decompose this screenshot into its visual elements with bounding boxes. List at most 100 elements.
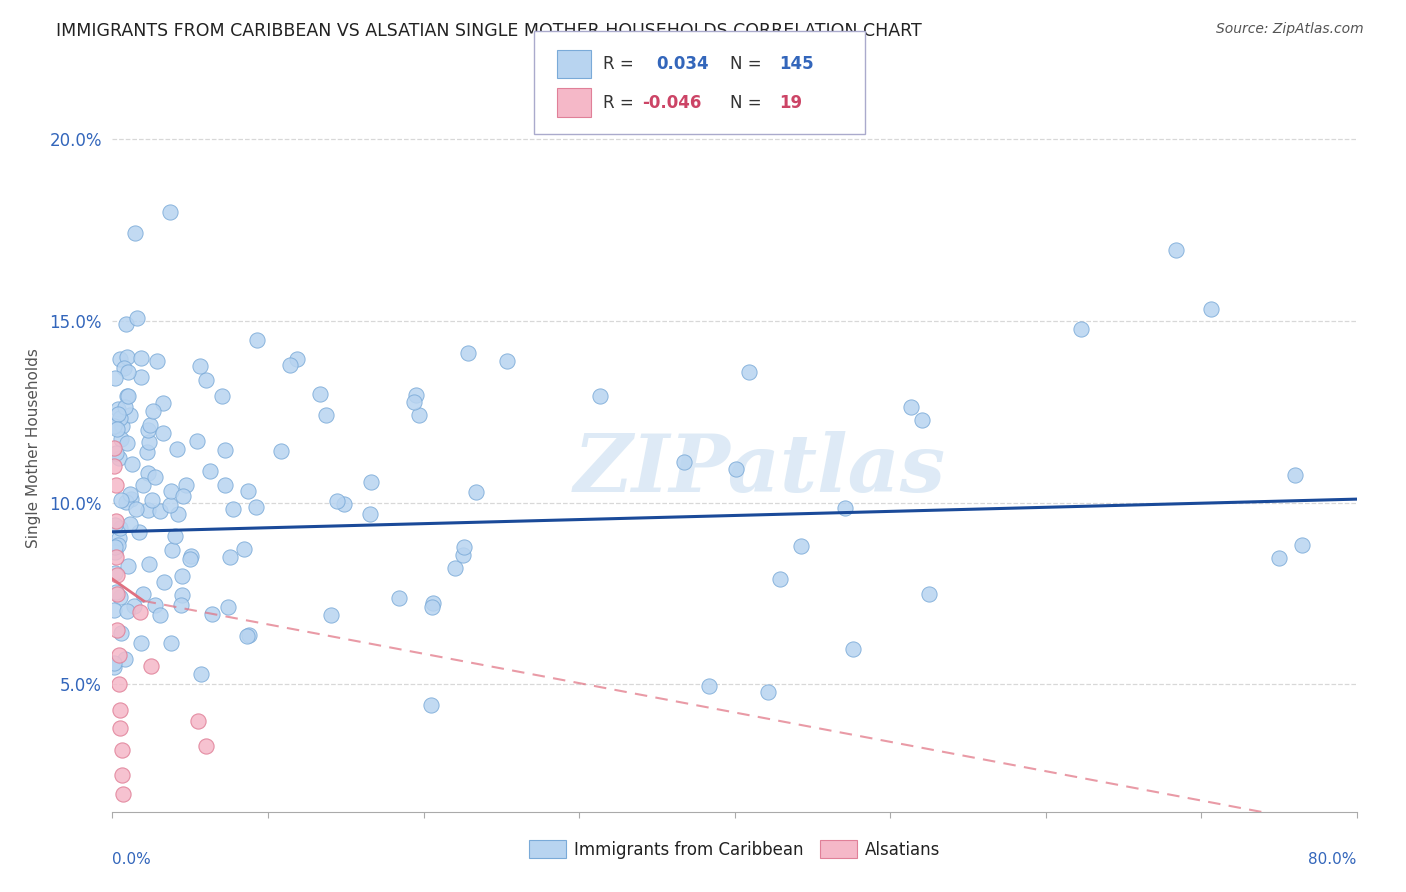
- Point: [388, 591, 411, 606]
- Point: [911, 412, 934, 426]
- Point: [117, 389, 139, 403]
- Point: [673, 455, 696, 469]
- Point: [110, 410, 132, 425]
- Point: [152, 396, 174, 410]
- Point: [112, 787, 135, 801]
- Point: [103, 419, 125, 434]
- Point: [138, 557, 160, 571]
- Point: [118, 516, 141, 531]
- Point: [104, 541, 127, 555]
- Point: [107, 402, 129, 417]
- Point: [725, 462, 748, 476]
- Point: [111, 768, 134, 782]
- Point: [104, 371, 127, 385]
- Point: [236, 629, 259, 643]
- Point: [159, 636, 181, 650]
- Point: [172, 489, 194, 503]
- Point: [127, 310, 149, 325]
- Point: [422, 600, 444, 615]
- Point: [111, 743, 134, 757]
- Point: [422, 596, 444, 610]
- Point: [217, 599, 239, 614]
- Point: [143, 470, 166, 484]
- Point: [105, 585, 128, 599]
- Point: [115, 435, 138, 450]
- Point: [285, 352, 308, 367]
- Point: [107, 407, 129, 421]
- Point: [218, 550, 240, 565]
- Point: [280, 358, 302, 372]
- Text: Source: ZipAtlas.com: Source: ZipAtlas.com: [1216, 22, 1364, 37]
- Point: [179, 552, 201, 566]
- Point: [103, 603, 125, 617]
- Point: [152, 574, 174, 589]
- Point: [222, 502, 245, 516]
- Text: N =: N =: [730, 55, 761, 73]
- Point: [120, 491, 142, 506]
- Point: [128, 525, 150, 540]
- Point: [790, 540, 813, 554]
- Point: [136, 423, 159, 437]
- Point: [152, 425, 174, 440]
- Point: [120, 408, 142, 422]
- Point: [457, 346, 479, 360]
- Legend: Immigrants from Caribbean, Alsatians: Immigrants from Caribbean, Alsatians: [522, 833, 948, 865]
- Point: [107, 677, 129, 691]
- Point: [200, 464, 222, 478]
- Point: [214, 477, 236, 491]
- Point: [465, 485, 488, 500]
- Point: [918, 587, 941, 601]
- Point: [842, 641, 865, 656]
- Point: [121, 457, 143, 471]
- Point: [114, 401, 136, 415]
- Point: [124, 226, 146, 240]
- Point: [117, 558, 139, 573]
- Point: [420, 698, 443, 712]
- Point: [132, 587, 155, 601]
- Point: [129, 636, 152, 650]
- Point: [697, 679, 720, 693]
- Point: [104, 550, 127, 565]
- Point: [139, 418, 162, 433]
- Point: [232, 541, 254, 556]
- Point: [105, 422, 128, 436]
- Point: [129, 605, 152, 619]
- Point: [141, 492, 163, 507]
- Point: [1291, 538, 1313, 552]
- Point: [118, 487, 141, 501]
- Point: [110, 591, 132, 605]
- Point: [176, 478, 198, 492]
- Point: [132, 478, 155, 492]
- Point: [325, 494, 347, 508]
- Point: [359, 508, 381, 522]
- Point: [103, 657, 125, 671]
- Point: [108, 531, 131, 545]
- Point: [162, 542, 184, 557]
- Point: [149, 608, 172, 623]
- Point: [408, 408, 430, 422]
- Point: [1267, 551, 1289, 566]
- Point: [238, 628, 260, 642]
- Point: [110, 721, 132, 735]
- Point: [103, 660, 125, 674]
- Point: [105, 568, 128, 582]
- Point: [110, 492, 132, 507]
- Point: [170, 598, 193, 612]
- Point: [246, 333, 269, 347]
- Point: [159, 499, 181, 513]
- Point: [104, 477, 127, 491]
- Point: [108, 520, 131, 534]
- Point: [115, 317, 138, 331]
- Point: [110, 432, 132, 446]
- Text: R =: R =: [603, 55, 634, 73]
- Point: [142, 404, 165, 418]
- Point: [402, 395, 425, 409]
- Point: [238, 483, 260, 498]
- Point: [165, 529, 187, 543]
- Point: [180, 549, 202, 563]
- Point: [738, 365, 761, 379]
- Text: 19: 19: [779, 94, 801, 112]
- Point: [190, 666, 212, 681]
- Point: [124, 599, 146, 613]
- Point: [444, 561, 467, 575]
